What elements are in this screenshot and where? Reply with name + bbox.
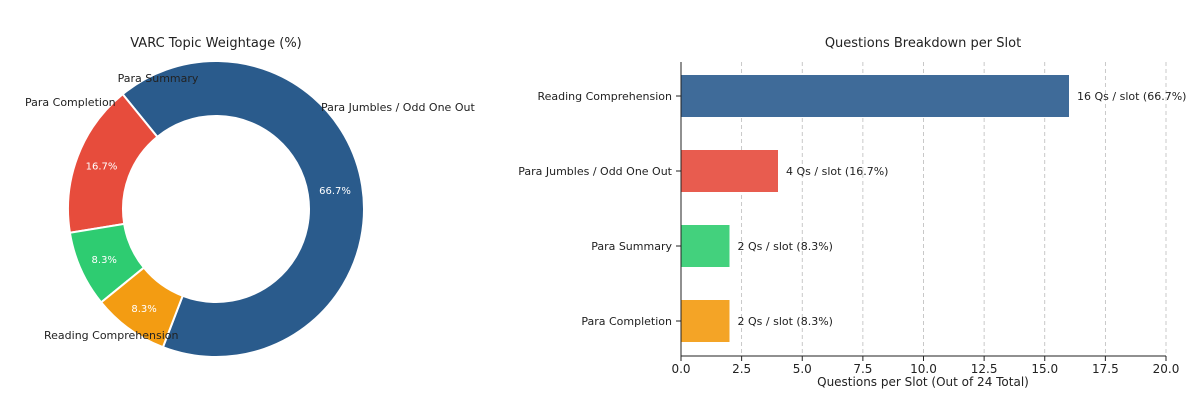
bar-para-jumbles-value-label: 4 Qs / slot (16.7%)	[786, 165, 888, 178]
slice-reading-comprehension-value-label: 66.7%	[319, 186, 351, 197]
x-tick-label: 2.5	[732, 362, 751, 376]
bar-chart-title: Questions Breakdown per Slot	[825, 36, 1021, 51]
slice-para-summary-value-label: 8.3%	[92, 255, 117, 266]
bar-para-completion-value-label: 2 Qs / slot (8.3%)	[738, 315, 833, 328]
slice-para-jumbles-category-label: Para Jumbles / Odd One Out	[321, 101, 475, 114]
slice-para-completion-value-label: 8.3%	[131, 304, 156, 315]
bar-para-jumbles-category-label: Para Jumbles / Odd One Out	[518, 165, 672, 178]
bar-para-summary	[681, 225, 730, 267]
donut-chart-title: VARC Topic Weightage (%)	[130, 36, 302, 51]
bar-para-summary-category-label: Para Summary	[591, 240, 672, 253]
x-axis-label: Questions per Slot (Out of 24 Total)	[817, 375, 1029, 389]
bar-para-completion-category-label: Para Completion	[581, 315, 672, 328]
x-tick-label: 7.5	[853, 362, 872, 376]
x-tick-label: 0.0	[671, 362, 690, 376]
x-tick-label: 20.0	[1153, 362, 1180, 376]
bar-chart: Questions Breakdown per Slot Reading Com…	[518, 36, 1186, 389]
bar-para-summary-value-label: 2 Qs / slot (8.3%)	[738, 240, 833, 253]
bar-reading-comprehension-value-label: 16 Qs / slot (66.7%)	[1077, 90, 1186, 103]
slice-reading-comprehension-category-label: Reading Comprehension	[44, 329, 179, 342]
slice-para-jumbles-value-label: 16.7%	[86, 161, 118, 172]
slice-reading-comprehension	[121, 60, 365, 358]
slice-para-completion-category-label: Para Completion	[25, 96, 116, 109]
bar-reading-comprehension	[681, 75, 1069, 117]
x-tick-label: 10.0	[910, 362, 937, 376]
donut-chart: VARC Topic Weightage (%) 66.7% Reading Co…	[25, 36, 475, 358]
bar-reading-comprehension-category-label: Reading Comprehension	[537, 90, 672, 103]
x-tick-label: 17.5	[1092, 362, 1119, 376]
bar-para-completion	[681, 300, 730, 342]
slice-para-summary-category-label: Para Summary	[118, 72, 199, 85]
x-tick-label: 5.0	[793, 362, 812, 376]
x-tick-label: 12.5	[971, 362, 998, 376]
slice-para-completion	[99, 266, 184, 349]
x-tick-label: 15.0	[1031, 362, 1058, 376]
bar-para-jumbles	[681, 150, 778, 192]
